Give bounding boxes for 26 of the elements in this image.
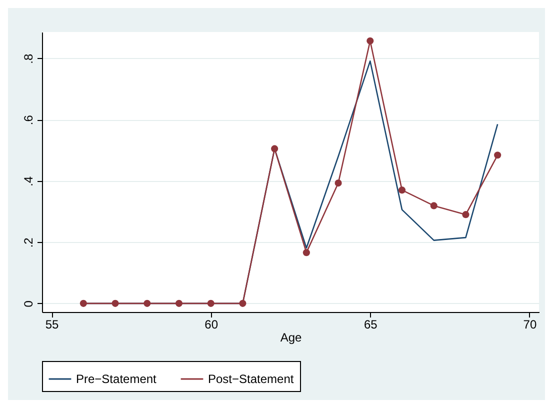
legend-label: Post−Statement: [208, 372, 294, 386]
x-tick-label: 70: [523, 318, 537, 332]
x-tick-label: 65: [364, 318, 378, 332]
x-tick-label: 55: [45, 318, 60, 332]
point: [398, 186, 406, 194]
point: [80, 300, 87, 307]
point: [334, 180, 342, 187]
point: [207, 300, 214, 307]
point: [494, 152, 502, 159]
x-axis-title: Age: [280, 330, 302, 344]
point: [366, 37, 374, 44]
point: [302, 249, 310, 256]
y-tick-label: .2: [22, 237, 36, 248]
y-tick-label: 0: [22, 300, 36, 308]
y-tick-label: .8: [22, 54, 36, 64]
legend-label: Pre−Statement: [76, 372, 158, 386]
point: [271, 145, 278, 152]
point: [175, 300, 183, 307]
x-tick-label: 60: [204, 318, 218, 332]
y-tick-label: .6: [22, 114, 36, 126]
point: [112, 300, 119, 307]
point: [239, 300, 246, 307]
point: [462, 211, 470, 218]
y-tick-label: .4: [22, 176, 36, 186]
point: [144, 300, 151, 307]
point: [430, 202, 438, 210]
